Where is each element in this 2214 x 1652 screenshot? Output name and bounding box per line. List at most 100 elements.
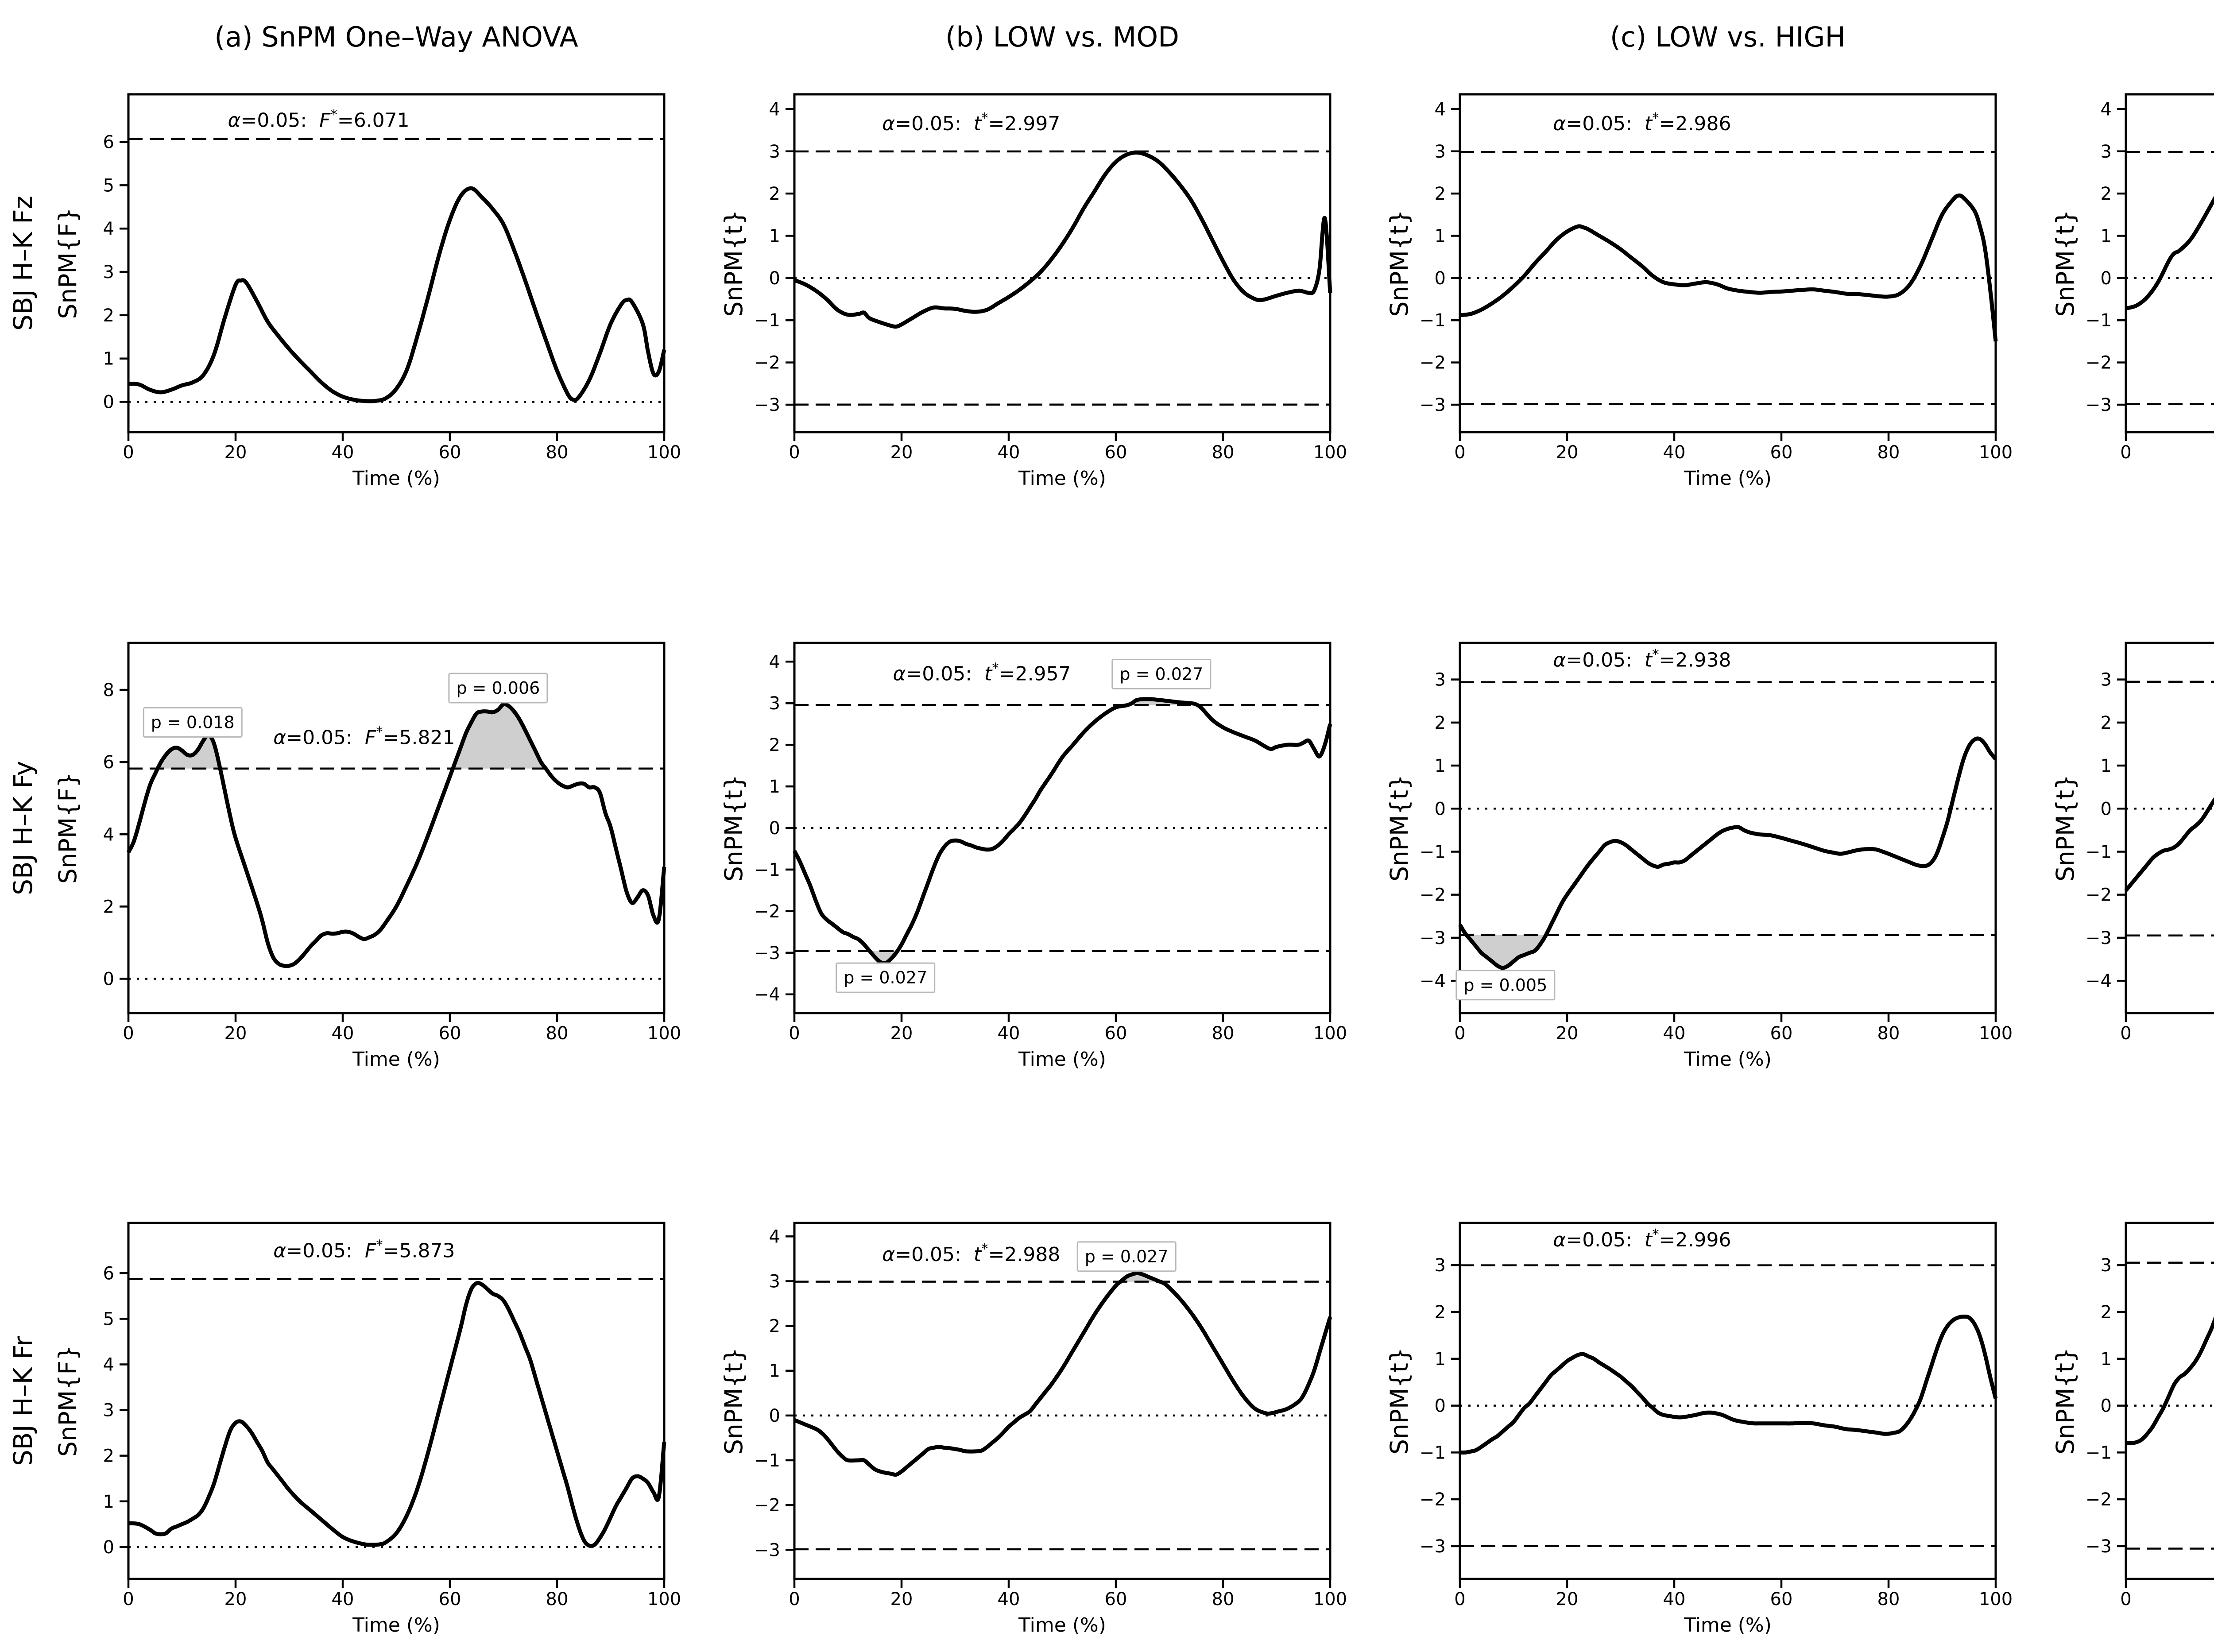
y-tick-label: −4 <box>754 984 780 1005</box>
y-tick-label: 4 <box>103 219 114 239</box>
subplot-r3d: 020406080100−3−2−10123Time (%)SnPM{t}α=0… <box>1997 1101 2214 1652</box>
y-tick-label: 1 <box>103 1492 114 1512</box>
y-tick-label: 2 <box>2100 712 2111 733</box>
y-tick-label: 3 <box>1435 669 1446 690</box>
snpm-curve <box>794 153 1330 327</box>
x-tick-label: 40 <box>1663 1023 1686 1044</box>
y-tick-label: −4 <box>1420 971 1446 991</box>
y-axis-label: SnPM{t} <box>2051 1347 2079 1455</box>
x-tick-label: 20 <box>1556 442 1579 463</box>
y-tick-label: 3 <box>1435 1256 1446 1276</box>
alpha-threshold-annotation: α=0.05: F*=6.071 <box>228 107 409 132</box>
x-tick-label: 0 <box>1454 1589 1465 1609</box>
y-tick-label: 6 <box>103 132 114 153</box>
x-tick-label: 60 <box>1770 1023 1793 1044</box>
y-tick-label: −2 <box>754 353 780 373</box>
subplot-r1c: 020406080100−3−2−101234Time (%)SnPM{t}(c… <box>1331 0 1997 551</box>
subplot-r1b: 020406080100−3−2−101234Time (%)SnPM{t}(b… <box>666 0 1332 551</box>
y-tick-label: −1 <box>1420 842 1446 862</box>
y-tick-label: 1 <box>769 1361 780 1381</box>
alpha-threshold-annotation: α=0.05: t*=2.988 <box>882 1241 1060 1266</box>
p-value-label: p = 0.027 <box>1119 664 1203 684</box>
y-tick-label: 0 <box>769 268 780 289</box>
y-tick-label: 3 <box>103 262 114 282</box>
x-tick-label: 40 <box>332 442 354 463</box>
y-tick-label: 2 <box>1435 1302 1446 1323</box>
y-axis-label: SnPM{F} <box>54 1345 82 1457</box>
p-value-label: p = 0.005 <box>1463 975 1547 994</box>
x-tick-label: 40 <box>997 1589 1020 1609</box>
alpha-threshold-annotation: α=0.05: F*=5.873 <box>273 1238 455 1262</box>
y-tick-label: −1 <box>754 310 780 331</box>
alpha-threshold-annotation: α=0.05: F*=5.821 <box>273 724 455 749</box>
x-axis-label: Time (%) <box>1018 1048 1106 1071</box>
axes-frame <box>2126 94 2214 432</box>
y-tick-label: −2 <box>1420 353 1446 373</box>
y-axis-label: SnPM{t} <box>2051 774 2079 882</box>
y-tick-label: 8 <box>103 680 114 700</box>
y-tick-label: −3 <box>2086 395 2112 415</box>
p-value-label: p = 0.027 <box>844 968 927 987</box>
x-tick-label: 60 <box>1770 1589 1793 1609</box>
y-tick-label: −4 <box>2086 971 2112 991</box>
x-tick-label: 20 <box>224 1589 247 1609</box>
alpha-threshold-annotation: α=0.05: t*=2.996 <box>1553 1226 1731 1251</box>
subplot-r3a: 0204060801000123456Time (%)SnPM{F}SBJ H–… <box>0 1101 666 1652</box>
x-axis-label: Time (%) <box>1684 467 1772 490</box>
x-tick-label: 80 <box>546 1589 569 1609</box>
x-tick-label: 0 <box>2120 1023 2131 1044</box>
snpm-figure-grid: 0204060801000123456Time (%)SnPM{F}SBJ H–… <box>0 0 2214 1652</box>
y-tick-label: −1 <box>754 860 780 880</box>
y-tick-label: 0 <box>2100 268 2111 289</box>
subplot-r3b: 020406080100−3−2−101234Time (%)SnPM{t}α=… <box>666 1101 1332 1652</box>
snpm-curve <box>128 188 664 401</box>
subplot-r3c: 020406080100−3−2−10123Time (%)SnPM{t}α=0… <box>1331 1101 1997 1652</box>
x-tick-label: 60 <box>1104 1023 1127 1044</box>
y-tick-label: 2 <box>103 1446 114 1466</box>
alpha-threshold-annotation: α=0.05: t*=2.938 <box>1553 646 1731 671</box>
y-axis-label: SnPM{t} <box>720 210 748 317</box>
snpm-curve <box>1460 1317 1996 1453</box>
x-tick-label: 0 <box>1454 1023 1465 1044</box>
y-tick-label: −2 <box>2086 885 2112 905</box>
row-label: SBJ H–K Fy <box>8 761 38 895</box>
x-tick-label: 80 <box>1877 1589 1900 1609</box>
y-tick-label: −3 <box>2086 1536 2112 1557</box>
x-axis-label: Time (%) <box>352 1614 440 1637</box>
y-tick-label: 0 <box>1435 268 1446 289</box>
x-tick-label: 60 <box>1104 442 1127 463</box>
y-axis-label: SnPM{t} <box>1385 1347 1413 1455</box>
y-tick-label: 2 <box>1435 184 1446 204</box>
y-tick-label: 2 <box>769 1316 780 1337</box>
x-tick-label: 0 <box>1454 442 1465 463</box>
axes-frame <box>1460 1223 1996 1579</box>
y-tick-label: 0 <box>1435 799 1446 819</box>
y-tick-label: −2 <box>1420 1490 1446 1510</box>
row-label: SBJ H–K Fr <box>8 1336 38 1466</box>
x-tick-label: 40 <box>997 1023 1020 1044</box>
x-axis-label: Time (%) <box>1684 1614 1772 1637</box>
y-tick-label: −3 <box>754 1540 780 1561</box>
y-tick-label: 2 <box>2100 1302 2111 1323</box>
y-tick-label: 2 <box>103 306 114 326</box>
y-tick-label: 0 <box>2100 1396 2111 1416</box>
x-tick-label: 40 <box>332 1023 354 1044</box>
y-tick-label: 1 <box>2100 226 2111 247</box>
y-tick-label: 0 <box>2100 799 2111 819</box>
snpm-curve <box>1460 195 1996 341</box>
y-tick-label: 0 <box>103 969 114 989</box>
snpm-curve <box>2126 1274 2214 1547</box>
y-tick-label: 4 <box>2100 99 2111 120</box>
x-tick-label: 40 <box>997 442 1020 463</box>
y-tick-label: 5 <box>103 1309 114 1330</box>
y-tick-label: 0 <box>103 392 114 413</box>
y-axis-label: SnPM{F} <box>54 772 82 884</box>
x-tick-label: 0 <box>789 1589 800 1609</box>
y-tick-label: 2 <box>769 184 780 204</box>
y-tick-label: 3 <box>769 693 780 714</box>
axes-frame <box>1460 94 1996 432</box>
y-tick-label: 2 <box>769 735 780 755</box>
alpha-threshold-annotation: α=0.05: t*=2.997 <box>882 110 1060 135</box>
snpm-curve <box>2126 789 2214 966</box>
x-tick-label: 80 <box>546 442 569 463</box>
